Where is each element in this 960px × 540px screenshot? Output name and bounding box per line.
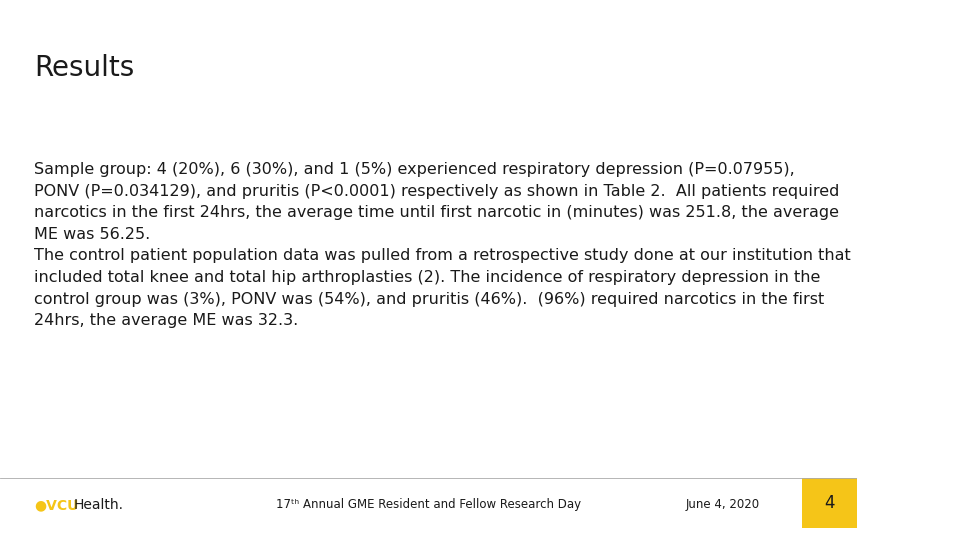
Text: ●VCU: ●VCU (35, 498, 79, 512)
Text: 4: 4 (825, 494, 835, 512)
Text: Health.: Health. (74, 498, 124, 512)
Text: June 4, 2020: June 4, 2020 (686, 498, 760, 511)
Text: 17ᵗʰ Annual GME Resident and Fellow Research Day: 17ᵗʰ Annual GME Resident and Fellow Rese… (276, 498, 582, 511)
Text: Results: Results (35, 54, 134, 82)
FancyBboxPatch shape (802, 478, 857, 528)
Text: Sample group: 4 (20%), 6 (30%), and 1 (5%) experienced respiratory depression (P: Sample group: 4 (20%), 6 (30%), and 1 (5… (35, 162, 852, 328)
